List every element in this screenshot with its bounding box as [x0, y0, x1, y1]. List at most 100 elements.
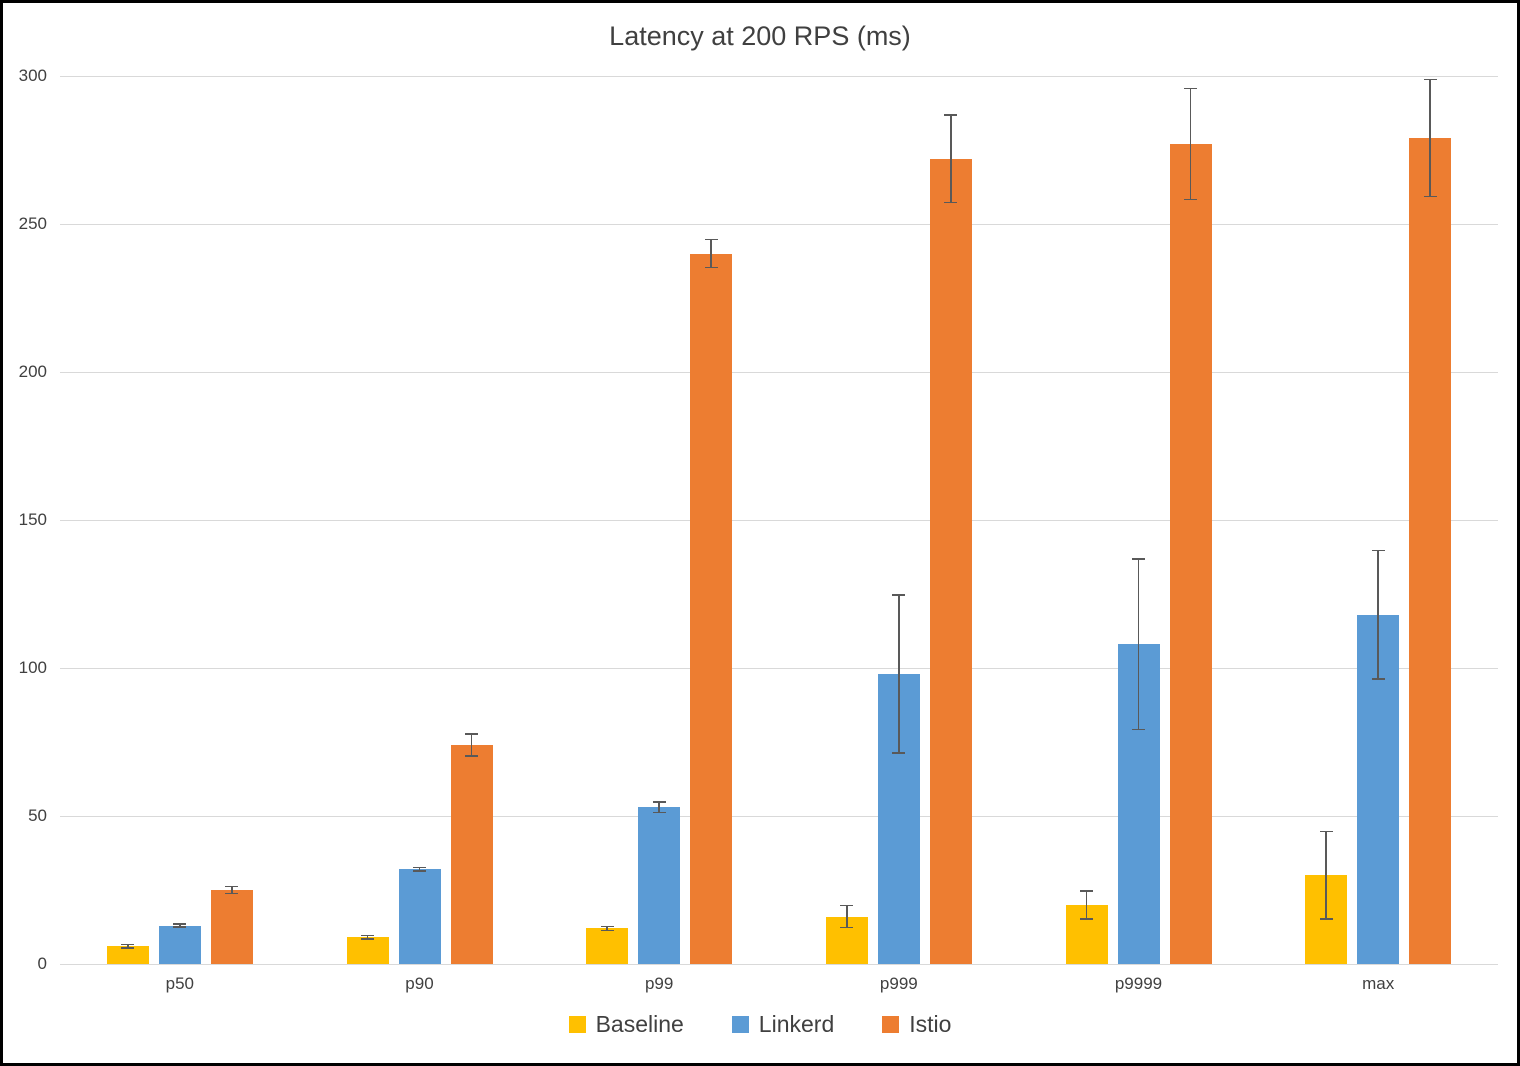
- bar-istio-p50: [210, 890, 253, 964]
- error-bar-part: [1080, 918, 1093, 920]
- x-tick-label-max: max: [1362, 974, 1395, 993]
- legend-label-linkerd: Linkerd: [758, 1011, 835, 1037]
- gridline-300: [60, 75, 1498, 77]
- bar-linkerd-p50: [158, 925, 201, 964]
- legend-label-baseline: Baseline: [595, 1011, 684, 1037]
- x-tick-label-p99: p99: [644, 974, 674, 993]
- error-bar-part: [840, 904, 854, 907]
- error-bar-part: [1423, 78, 1437, 81]
- error-bar-baseline-max: [1319, 830, 1333, 920]
- error-bar-part: [470, 733, 473, 757]
- error-bar-linkerd-p90: [413, 866, 426, 872]
- error-bar-part: [127, 943, 129, 949]
- error-bar-part: [1325, 830, 1327, 920]
- error-bar-part: [1319, 830, 1333, 833]
- bar-istio-p90: [450, 744, 493, 964]
- error-bar-part: [1377, 549, 1379, 680]
- error-bar-baseline-p90: [361, 934, 374, 940]
- error-bar-baseline-p999: [840, 904, 854, 929]
- legend-swatch-istio: [882, 1016, 900, 1033]
- legend: Baseline Linkerd Istio: [3, 1011, 1517, 1038]
- error-bar-part: [1132, 728, 1145, 731]
- error-bar-linkerd-max: [1371, 549, 1385, 680]
- error-bar-linkerd-p9999: [1132, 558, 1145, 731]
- error-bar-part: [225, 885, 239, 888]
- gridline-0: [60, 963, 1498, 965]
- bar-baseline-p50: [106, 946, 149, 964]
- error-bar-istio-max: [1423, 78, 1437, 198]
- bar-istio-max: [1409, 138, 1452, 964]
- error-bar-part: [1132, 558, 1145, 560]
- error-bar-part: [231, 885, 233, 895]
- error-bar-part: [898, 594, 900, 754]
- error-bar-linkerd-p999: [892, 594, 906, 754]
- y-tick-label-50: 50: [28, 806, 47, 825]
- error-bar-part: [1423, 195, 1437, 198]
- bar-baseline-p99: [586, 928, 629, 964]
- x-tick-label-p999: p999: [879, 974, 918, 993]
- bar-istio-p9999: [1169, 144, 1212, 964]
- error-bar-part: [465, 733, 478, 735]
- error-bar-part: [1371, 549, 1385, 552]
- error-bar-part: [1189, 87, 1192, 201]
- error-bar-part: [840, 926, 854, 929]
- error-bar-baseline-p9999: [1080, 890, 1093, 920]
- legend-swatch-baseline: [568, 1016, 586, 1033]
- bar-linkerd-p90: [398, 869, 441, 964]
- gridline-200: [60, 371, 1498, 373]
- error-bar-part: [950, 114, 952, 204]
- gridline-250: [60, 223, 1498, 225]
- error-bar-part: [1319, 918, 1333, 920]
- error-bar-part: [1184, 198, 1197, 201]
- error-bar-part: [704, 266, 718, 269]
- error-bar-part: [606, 925, 608, 932]
- y-tick-label-250: 250: [18, 214, 47, 233]
- x-axis: p50 p90 p99 p999 p9999 max: [60, 974, 1498, 998]
- error-bar-linkerd-p99: [652, 801, 666, 814]
- error-bar-istio-p99: [704, 238, 718, 269]
- x-tick-label-p90: p90: [405, 974, 434, 993]
- error-bar-istio-p999: [944, 114, 958, 204]
- bar-linkerd-p99: [638, 807, 681, 964]
- gridline-50: [60, 815, 1498, 817]
- error-bar-part: [658, 801, 660, 814]
- error-bar-part: [413, 870, 426, 872]
- error-bar-part: [600, 925, 614, 928]
- error-bar-part: [652, 811, 666, 814]
- gridline-150: [60, 519, 1498, 521]
- error-bar-part: [179, 923, 181, 928]
- error-bar-part: [944, 114, 958, 116]
- error-bar-part: [1429, 78, 1431, 198]
- chart-title: Latency at 200 RPS (ms): [609, 21, 911, 51]
- error-bar-part: [892, 594, 906, 596]
- error-bar-part: [1371, 678, 1385, 680]
- error-bar-part: [361, 934, 374, 937]
- error-bar-baseline-p99: [600, 925, 614, 932]
- error-bar-istio-p90: [465, 733, 478, 757]
- y-tick-label-100: 100: [18, 658, 47, 677]
- error-bar-part: [652, 801, 666, 803]
- error-bar-part: [710, 238, 712, 269]
- error-bar-baseline-p50: [121, 943, 135, 949]
- error-bar-part: [225, 892, 239, 895]
- error-bar-part: [600, 929, 614, 932]
- error-bar-part: [892, 752, 906, 754]
- error-bar-part: [366, 934, 369, 940]
- error-bar-part: [1085, 890, 1088, 920]
- error-bar-part: [944, 201, 958, 204]
- error-bar-part: [121, 947, 135, 949]
- legend-swatch-linkerd: [731, 1016, 749, 1033]
- legend-item-baseline: Baseline: [568, 1011, 684, 1038]
- error-bar-istio-p9999: [1184, 87, 1197, 201]
- error-bar-part: [121, 943, 135, 946]
- error-bar-linkerd-p50: [173, 923, 187, 928]
- y-tick-label-300: 300: [18, 66, 47, 85]
- error-bar-part: [361, 938, 374, 940]
- error-bar-part: [173, 923, 187, 925]
- legend-label-istio: Istio: [909, 1011, 952, 1037]
- error-bar-part: [1184, 87, 1197, 90]
- y-tick-label-150: 150: [18, 510, 47, 529]
- error-bar-part: [413, 866, 426, 869]
- error-bar-part: [173, 926, 187, 928]
